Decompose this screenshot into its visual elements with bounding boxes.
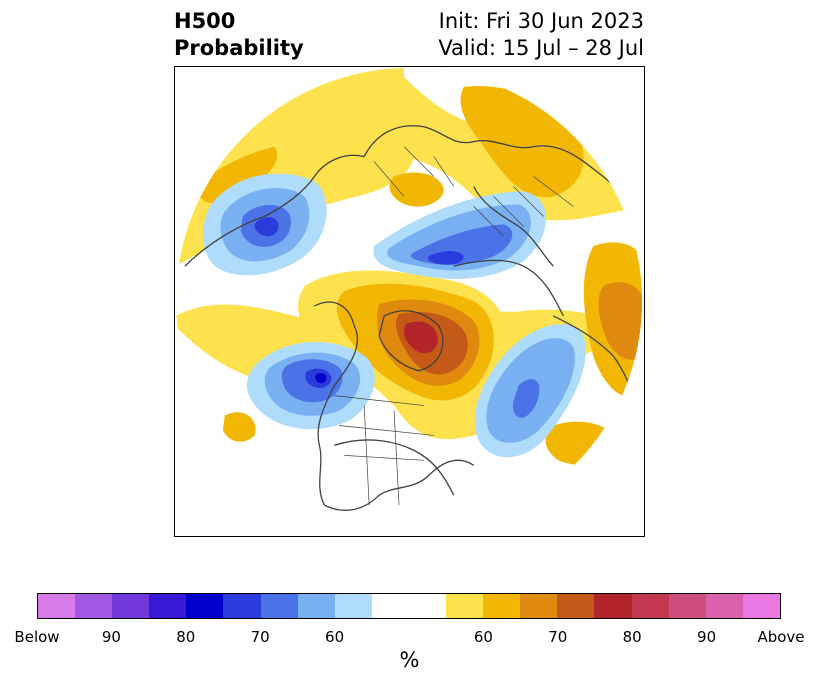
above-65-region [222, 412, 256, 442]
below-75-region [254, 217, 279, 237]
init-date: Init: Fri 30 Jun 2023 [438, 9, 644, 33]
product-name: Probability [174, 36, 304, 60]
colorbar-swatch [297, 594, 335, 618]
coastlines [184, 125, 643, 511]
colorbar-swatch [260, 594, 298, 618]
colorbar-swatch [483, 594, 521, 618]
colorbar-swatch [408, 594, 447, 618]
colorbar-swatch [112, 594, 150, 618]
colorbar-swatch [371, 594, 409, 618]
colorbar-tick-label: 60 [473, 628, 493, 646]
above-65-region [194, 146, 278, 203]
colorbar-tick-label: 70 [548, 628, 568, 646]
colorbar-tick-label: Above [757, 628, 805, 646]
above-80-center [403, 321, 438, 354]
above-70-region [598, 282, 643, 360]
below-80-region [315, 373, 327, 384]
colorbar-swatch [446, 594, 484, 618]
above-65-region [545, 421, 624, 466]
colorbar-swatch [668, 594, 706, 618]
colorbar-tick-label: 90 [697, 628, 717, 646]
colorbar-tick-label: 60 [325, 628, 345, 646]
colorbar-swatch [557, 594, 595, 618]
chart-title: H500 Probability [174, 8, 304, 62]
valid-range: Valid: 15 Jul – 28 Jul [438, 36, 644, 60]
colorbar-tick-label: Below [14, 628, 60, 646]
neutral-region [175, 325, 643, 535]
colorbar-swatch [223, 594, 261, 618]
colorbar-unit: % [399, 648, 420, 672]
colorbar-tick-label: 80 [176, 628, 196, 646]
colorbar-swatch [742, 594, 780, 618]
forecast-dates: Init: Fri 30 Jun 2023 Valid: 15 Jul – 28… [438, 8, 644, 62]
probability-colorbar [37, 593, 781, 619]
colorbar-swatch [149, 594, 187, 618]
probability-map [175, 67, 643, 535]
colorbar-swatch [594, 594, 632, 618]
colorbar-swatch [38, 594, 76, 618]
above-65-region [389, 172, 444, 207]
below-70-region [513, 379, 540, 418]
colorbar-tick-label: 80 [622, 628, 642, 646]
colorbar-swatch [631, 594, 669, 618]
colorbar-tick-label: 70 [250, 628, 270, 646]
colorbar-swatch [186, 594, 224, 618]
colorbar-tick-labels: Below 90 80 70 60 60 70 80 90 Above [0, 628, 819, 648]
colorbar-swatch [520, 594, 558, 618]
field-name: H500 [174, 9, 236, 33]
colorbar-swatch [705, 594, 743, 618]
colorbar-tick-label: 90 [101, 628, 121, 646]
below-75-region [427, 250, 464, 265]
political-borders [334, 146, 574, 506]
colorbar-swatch [75, 594, 113, 618]
polar-map [174, 66, 645, 537]
colorbar-swatch [334, 594, 372, 618]
